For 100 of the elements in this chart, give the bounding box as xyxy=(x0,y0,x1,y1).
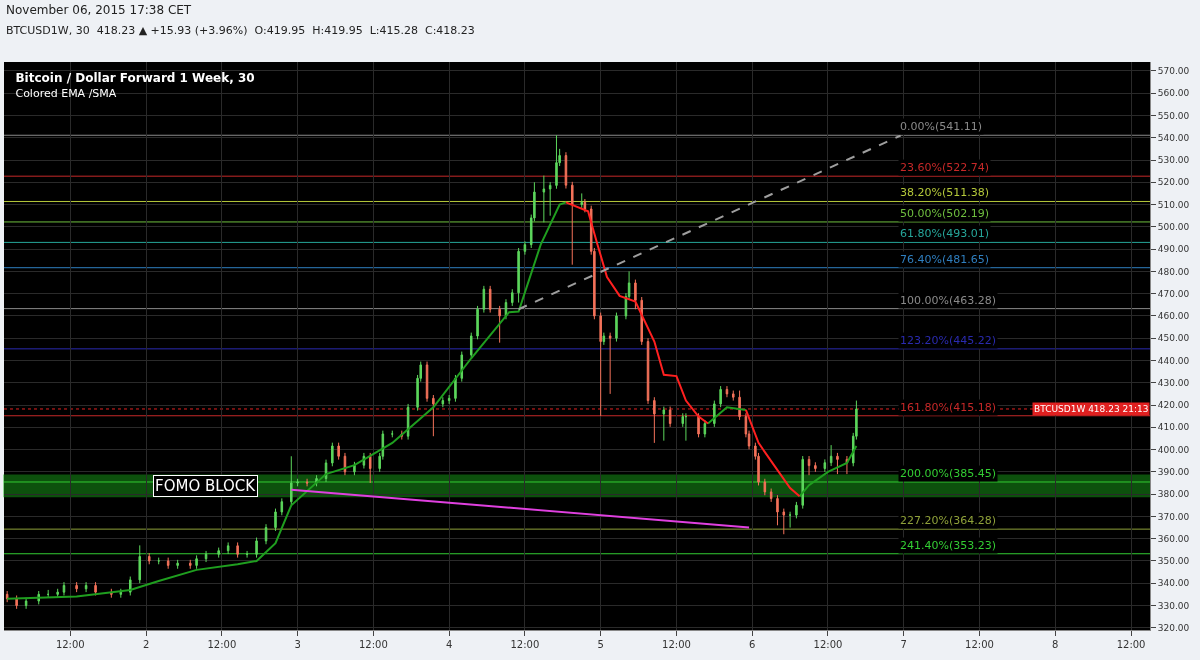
candlestick xyxy=(236,541,239,559)
ref-line-label: 227.20%(364.28) xyxy=(900,514,997,527)
candlestick xyxy=(368,452,372,484)
ref-line-label: 123.20%(445.22) xyxy=(900,334,997,347)
ref-line-label: 50.00%(502.19) xyxy=(900,207,990,220)
x-tick-label: 12:00 xyxy=(662,639,691,650)
y-tick-label: 500.00 xyxy=(1157,221,1190,232)
candlestick xyxy=(602,332,606,346)
candlestick xyxy=(653,396,656,444)
candlestick xyxy=(406,403,410,441)
x-tick-label: 5 xyxy=(597,639,604,650)
candlestick xyxy=(24,597,28,610)
candlestick xyxy=(331,442,334,467)
y-tick-label: 390.00 xyxy=(1157,467,1190,477)
y-tick-label: 440.00 xyxy=(1157,355,1190,366)
candlestick xyxy=(195,554,198,570)
ref-line-label: 100.00%(463.28) xyxy=(900,294,997,307)
candlestick xyxy=(713,400,716,428)
candlestick xyxy=(353,461,356,476)
x-tick-label: 2 xyxy=(142,639,150,650)
y-tick-label: 370.00 xyxy=(1157,511,1190,522)
x-tick-label: 12:00 xyxy=(965,639,994,650)
candlestick xyxy=(684,412,688,442)
x-tick-label: 12:00 xyxy=(358,639,388,650)
ref-line-label: 23.60%(522.74) xyxy=(900,161,990,174)
candlestick xyxy=(769,488,773,503)
text: Colored EMA /SMA xyxy=(15,87,117,101)
candlestick xyxy=(94,581,97,596)
candlestick xyxy=(719,385,722,408)
y-tick-label: 470.00 xyxy=(1157,288,1190,299)
y-tick-label: 460.00 xyxy=(1157,311,1190,322)
candlestick xyxy=(615,312,618,343)
candlestick xyxy=(5,590,9,603)
candlestick xyxy=(570,181,574,266)
ref-line-label: 0.00%(541.11) xyxy=(900,120,983,133)
candlestick xyxy=(583,198,587,213)
x-tick-label: 12:00 xyxy=(55,639,85,650)
candlestick xyxy=(280,497,284,516)
candlestick xyxy=(564,151,568,190)
y-tick-label: 490.00 xyxy=(1157,244,1190,255)
y-tick-label: 480.00 xyxy=(1157,266,1190,277)
candlestick xyxy=(725,385,729,398)
candlestick xyxy=(454,374,457,403)
candlestick xyxy=(801,455,804,510)
x-tick-label: 12:00 xyxy=(813,639,843,650)
candlestick xyxy=(110,588,113,599)
candlestick xyxy=(542,175,546,223)
candlestick xyxy=(226,541,230,555)
y-tick-label: 560.00 xyxy=(1157,88,1190,99)
candlestick xyxy=(488,285,492,314)
candlestick xyxy=(523,240,527,256)
candlestick xyxy=(56,588,59,599)
candlestick xyxy=(599,312,602,417)
candlestick xyxy=(555,134,558,190)
y-tick-label: 420.00 xyxy=(1157,400,1190,411)
x-tick-label: 8 xyxy=(1052,639,1059,650)
candlestick xyxy=(807,455,811,476)
candlestick xyxy=(580,192,584,209)
y-tick-label: 570.00 xyxy=(1157,66,1190,77)
candlestick xyxy=(217,547,220,559)
x-tick-label: 12:00 xyxy=(1116,639,1146,650)
candlestick xyxy=(447,394,451,405)
text: Bitcoin / Dollar Forward 1 Week, 30 xyxy=(15,70,255,85)
ref-line-label: 161.80%(415.18) xyxy=(900,401,997,414)
candlestick xyxy=(548,181,552,217)
candlestick xyxy=(138,544,142,584)
ref-line-label: 200.00%(385.45) xyxy=(900,467,997,480)
y-tick-label: 340.00 xyxy=(1157,578,1190,589)
candlestick xyxy=(517,247,520,304)
candlestick xyxy=(763,478,767,496)
candlestick xyxy=(469,332,473,359)
candlestick xyxy=(305,478,309,487)
candlestick xyxy=(836,452,839,475)
candlestick xyxy=(166,557,170,570)
ref-line-label: BTCUSD1W 418.23 21:13 xyxy=(1034,404,1149,414)
y-tick-label: 430.00 xyxy=(1157,377,1190,388)
y-tick-label: 540.00 xyxy=(1157,132,1190,143)
ref-line-label: 241.40%(353.23) xyxy=(900,539,997,552)
y-tick-label: 320.00 xyxy=(1157,622,1190,633)
y-tick-label: 400.00 xyxy=(1157,444,1190,455)
candlestick xyxy=(788,511,792,529)
x-tick-label: 6 xyxy=(749,639,756,650)
candlestick xyxy=(432,394,435,437)
candlestick xyxy=(482,285,486,314)
candlestick xyxy=(662,406,666,442)
x-tick-label: 12:00 xyxy=(207,639,237,650)
ref-line-label: 38.20%(511.38) xyxy=(900,186,990,199)
candlestick xyxy=(476,305,479,340)
candlestick xyxy=(337,442,340,461)
y-tick-label: 350.00 xyxy=(1157,556,1190,567)
y-tick-label: 550.00 xyxy=(1157,110,1190,121)
text: BTCUSD1W, 30 418.23 ▲ +15.93 (+3.96%) O:419.95 H:419.95 L:415.28 C:418.23 xyxy=(6,24,475,37)
candlestick xyxy=(296,478,299,487)
candlestick xyxy=(441,396,445,408)
candlestick xyxy=(703,419,707,438)
y-tick-label: 520.00 xyxy=(1157,177,1190,188)
candlestick xyxy=(668,406,672,428)
candlestick xyxy=(290,455,293,506)
candlestick xyxy=(634,279,637,310)
candlestick xyxy=(823,458,827,473)
